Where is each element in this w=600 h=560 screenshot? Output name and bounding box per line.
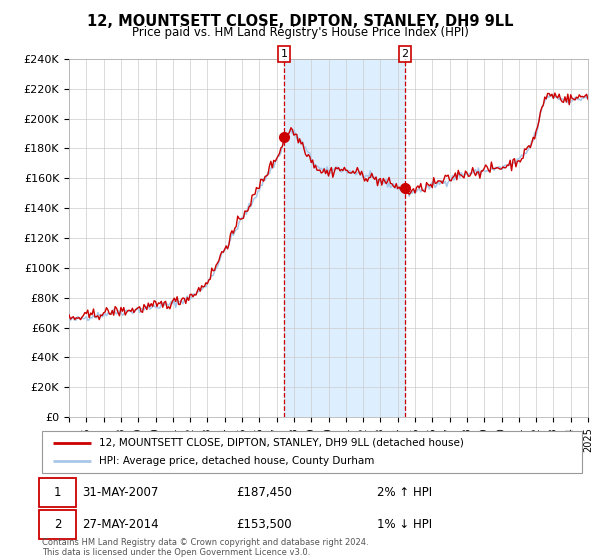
Text: 2% ↑ HPI: 2% ↑ HPI: [377, 486, 432, 499]
Text: 12, MOUNTSETT CLOSE, DIPTON, STANLEY, DH9 9LL (detached house): 12, MOUNTSETT CLOSE, DIPTON, STANLEY, DH…: [98, 438, 464, 448]
Text: 1: 1: [54, 486, 61, 499]
Bar: [284, 59, 405, 417]
Text: 2: 2: [401, 49, 409, 59]
Text: 12, MOUNTSETT CLOSE, DIPTON, STANLEY, DH9 9LL: 12, MOUNTSETT CLOSE, DIPTON, STANLEY, DH…: [87, 14, 513, 29]
Text: 27-MAY-2014: 27-MAY-2014: [83, 518, 159, 531]
Text: 2: 2: [54, 518, 61, 531]
Text: £153,500: £153,500: [236, 518, 292, 531]
Text: Price paid vs. HM Land Registry's House Price Index (HPI): Price paid vs. HM Land Registry's House …: [131, 26, 469, 39]
Text: Contains HM Land Registry data © Crown copyright and database right 2024.
This d: Contains HM Land Registry data © Crown c…: [42, 538, 368, 557]
Text: HPI: Average price, detached house, County Durham: HPI: Average price, detached house, Coun…: [98, 456, 374, 466]
Text: 1: 1: [280, 49, 287, 59]
Text: 31-MAY-2007: 31-MAY-2007: [83, 486, 159, 499]
Text: £187,450: £187,450: [236, 486, 292, 499]
Text: 1% ↓ HPI: 1% ↓ HPI: [377, 518, 432, 531]
FancyBboxPatch shape: [42, 431, 582, 473]
FancyBboxPatch shape: [40, 510, 76, 539]
FancyBboxPatch shape: [40, 478, 76, 507]
